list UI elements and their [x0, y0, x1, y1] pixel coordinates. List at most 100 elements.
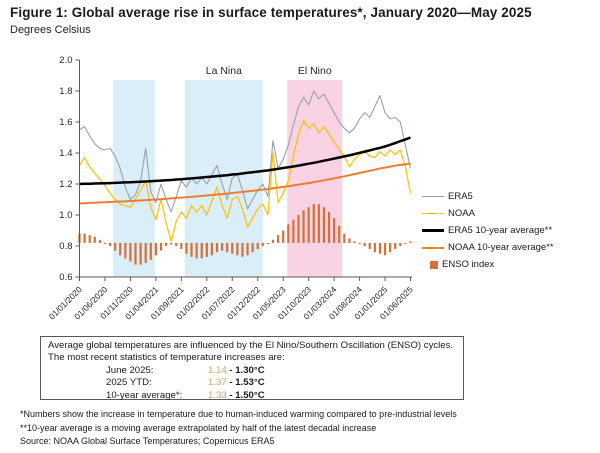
y-tick-label: 1.0: [59, 210, 72, 221]
enso-bar: [389, 242, 392, 253]
enso-bar: [108, 242, 112, 246]
enso-bar: [149, 242, 152, 260]
enso-bar: [119, 242, 122, 256]
enso-bar: [409, 241, 412, 243]
stat-separator: -: [226, 389, 236, 401]
enso-bar: [271, 239, 275, 243]
series-noaa-10-year-average-: [79, 162, 411, 205]
footnotes: *Numbers show the increase in temperatur…: [20, 408, 457, 449]
y-tick-label: 1.4: [59, 148, 72, 159]
enso-bar: [312, 204, 315, 243]
legend-square-swatch: [430, 260, 438, 269]
stat-separator: -: [226, 377, 236, 389]
chart-legend: ERA5 NOAA ERA5 10-year average** NOAA 10-ye…: [422, 188, 554, 273]
enso-bar: [343, 233, 346, 243]
stat-label: 2025 YTD:: [106, 377, 152, 389]
enso-bar: [139, 242, 142, 265]
y-tick-label: 0.6: [59, 272, 72, 283]
legend-line-swatch: [422, 229, 444, 232]
legend-line-swatch: [422, 213, 444, 214]
stat-separator: -: [226, 364, 236, 376]
enso-bar: [302, 210, 305, 243]
stats-line-2: The most recent statistics of temperatur…: [48, 352, 285, 364]
y-tick-label: 1.2: [59, 179, 72, 190]
enso-bar: [180, 242, 183, 250]
enso-bar: [282, 230, 285, 243]
stat-low-value: 1.33: [208, 389, 227, 401]
band-label-el-nino: El Nino: [298, 65, 332, 77]
enso-bar: [317, 204, 320, 243]
stat-high-value: 1.53°C: [235, 377, 265, 389]
enso-bar: [124, 242, 127, 259]
enso-bar: [154, 242, 157, 256]
enso-bar: [144, 242, 147, 264]
enso-bar: [261, 242, 264, 246]
enso-bar: [333, 218, 336, 243]
enso-bar: [200, 242, 203, 259]
legend-item-era5-10-year-average-: ERA5 10-year average**: [422, 222, 554, 239]
band-label-la-nina-2: La Nina: [206, 65, 242, 77]
enso-bar: [205, 242, 208, 257]
enso-bar: [368, 242, 371, 250]
legend-label: ERA5: [448, 191, 473, 202]
stat-low-value: 1.37: [208, 377, 227, 389]
series-era5: [79, 90, 412, 213]
enso-bar: [103, 242, 107, 245]
enso-bar: [353, 241, 356, 243]
figure-subtitle: Degrees Celsius: [10, 24, 91, 36]
figure-title: Figure 1: Global average rise in surface…: [10, 5, 532, 20]
enso-bar: [322, 207, 326, 243]
enso-bar: [175, 242, 178, 246]
enso-bar: [114, 242, 117, 251]
legend-label: NOAA: [448, 208, 475, 219]
enso-bar: [378, 242, 382, 254]
enso-bar: [215, 242, 219, 253]
legend-line-swatch: [422, 246, 444, 249]
stat-low-value: 1.14: [208, 364, 227, 376]
enso-bar: [394, 242, 397, 250]
temperature-chart: La Nina El Nino 2.0 1.8 1.6 1.4 1.2 1.0 0.8 0.6 01…: [0, 52, 570, 342]
enso-bar: [88, 235, 91, 243]
enso-bar: [98, 239, 101, 243]
legend-label: ENSO index: [442, 259, 495, 270]
enso-bar: [134, 242, 137, 265]
stat-high-value: 1.50°C: [235, 389, 265, 401]
chart-canvas: La Nina El Nino2.01.81.61.41.21.00.80.601…: [47, 55, 415, 321]
footnote-3: Source: NOAA Global Surface Temperatures…: [20, 436, 275, 446]
enso-bar: [83, 233, 86, 243]
stats-line-1: Average global temperatures are influenc…: [48, 340, 454, 351]
series-era5-10-year-average-: [79, 136, 411, 186]
enso-bar: [266, 242, 270, 245]
enso-bar: [190, 242, 193, 257]
enso-bar: [404, 242, 407, 245]
y-tick-label: 2.0: [59, 55, 72, 66]
enso-bar: [210, 242, 213, 256]
y-tick-label: 0.8: [59, 241, 72, 252]
stat-row: 10-year average*: 1.33 - 1.50°C: [48, 390, 456, 402]
enso-bar: [251, 242, 254, 253]
stats-box: Average global temperatures are influenc…: [40, 336, 464, 402]
enso-bar: [185, 242, 188, 254]
enso-bar: [399, 242, 402, 246]
legend-item-enso-index: ENSO index: [422, 256, 554, 273]
legend-label: NOAA 10-year average**: [448, 242, 554, 253]
enso-bar: [159, 242, 163, 251]
enso-bar: [338, 225, 341, 243]
legend-item-noaa: NOAA: [422, 205, 554, 222]
enso-bar: [297, 215, 300, 243]
enso-bar: [292, 219, 295, 243]
enso-bar: [277, 235, 280, 243]
stat-high-value: 1.30°C: [235, 364, 265, 376]
y-tick-label: 1.6: [59, 117, 72, 128]
stat-row: June 2025: 1.14 - 1.30°C: [48, 365, 456, 377]
legend-line-swatch: [422, 196, 444, 197]
enso-bar: [170, 242, 173, 245]
enso-bar: [164, 242, 168, 246]
legend-item-era5: ERA5: [422, 188, 554, 205]
enso-bar: [373, 242, 376, 253]
legend-label: ERA5 10-year average**: [448, 225, 553, 236]
enso-bar: [129, 242, 132, 262]
enso-bar: [241, 242, 244, 257]
stat-label: 10-year average*:: [106, 389, 183, 401]
